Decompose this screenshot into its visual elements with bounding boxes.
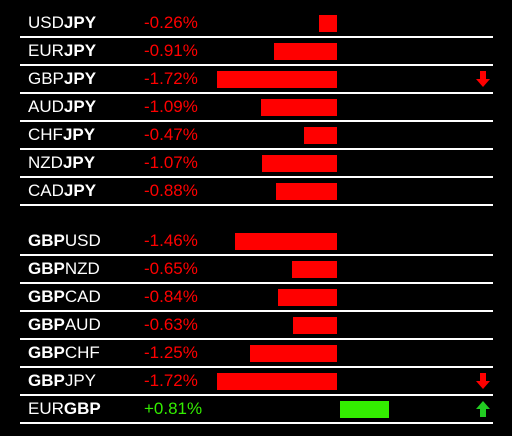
negative-strength-bar (276, 183, 337, 200)
currency-pair-row: AUDJPY -1.09% (20, 94, 493, 122)
arrow-down-icon (476, 71, 490, 87)
percent-change: -1.72% (144, 69, 198, 88)
currency-pair-row: GBPJPY -1.72% (20, 368, 493, 396)
quote-currency: JPY (63, 69, 97, 88)
percent-change: -0.26% (144, 13, 198, 32)
base-currency: GBP (28, 343, 65, 362)
base-currency: GBP (28, 287, 65, 306)
quote-currency: GBP (63, 399, 101, 418)
base-currency: AUD (28, 97, 64, 116)
quote-currency: NZD (64, 259, 100, 278)
base-currency: CHF (28, 125, 63, 144)
negative-strength-bar (217, 71, 337, 88)
currency-pair-row: GBPUSD -1.46% (20, 228, 493, 256)
base-currency: CAD (28, 181, 64, 200)
negative-strength-bar (217, 373, 337, 390)
quote-currency: JPY (63, 97, 97, 116)
currency-pair-row: USDJPY -0.26% (20, 10, 493, 38)
percent-change: -0.88% (144, 181, 198, 200)
negative-strength-bar (274, 43, 337, 60)
currency-pair-row: GBPNZD -0.65% (20, 256, 493, 284)
negative-strength-bar (304, 127, 337, 144)
currency-pair-row: EURJPY -0.91% (20, 38, 493, 66)
positive-strength-bar (340, 401, 389, 418)
negative-strength-bar (293, 317, 337, 334)
percent-change: -0.63% (144, 315, 198, 334)
base-currency: NZD (28, 153, 63, 172)
percent-change: -1.46% (144, 231, 198, 250)
currency-pair-row: GBPCAD -0.84% (20, 284, 493, 312)
base-currency: GBP (28, 315, 65, 334)
base-currency: EUR (28, 399, 64, 418)
base-currency: GBP (28, 69, 64, 88)
base-currency: GBP (28, 231, 65, 250)
percent-change: -0.47% (144, 125, 198, 144)
quote-currency: JPY (62, 153, 96, 172)
pair-label: GBPCHF (28, 343, 100, 363)
quote-currency: CHF (64, 343, 100, 362)
negative-strength-bar (292, 261, 337, 278)
pair-label: GBPJPY (28, 371, 96, 391)
pair-label: GBPAUD (28, 315, 101, 335)
percent-change: -0.65% (144, 259, 198, 278)
pair-label: GBPUSD (28, 231, 101, 251)
quote-currency: USD (64, 231, 101, 250)
percent-change: -1.07% (144, 153, 198, 172)
base-currency: GBP (28, 259, 65, 278)
quote-currency: JPY (63, 181, 97, 200)
pair-label: GBPCAD (28, 287, 101, 307)
arrow-up-icon (476, 401, 490, 417)
percent-change: -1.25% (144, 343, 198, 362)
currency-pair-row: GBPAUD -0.63% (20, 312, 493, 340)
currency-pair-row: CHFJPY -0.47% (20, 122, 493, 150)
percent-change: -0.84% (144, 287, 198, 306)
base-currency: GBP (28, 371, 65, 390)
negative-strength-bar (278, 289, 337, 306)
base-currency: EUR (28, 41, 64, 60)
percent-change: -1.09% (144, 97, 198, 116)
negative-strength-bar (319, 15, 337, 32)
negative-strength-bar (262, 155, 337, 172)
currency-pair-row: EURGBP +0.81% (20, 396, 493, 424)
jpy-pairs-table: USDJPY -0.26% EURJPY -0.91% GBPJPY -1.72% AUDJ… (20, 10, 493, 206)
pair-label: EURGBP (28, 399, 101, 419)
pair-label: EURJPY (28, 41, 96, 61)
arrow-down-icon (476, 373, 490, 389)
pair-label: USDJPY (28, 13, 96, 33)
pair-label: GBPJPY (28, 69, 96, 89)
percent-change: -1.72% (144, 371, 198, 390)
quote-currency: JPY (64, 371, 97, 390)
pair-label: CHFJPY (28, 125, 95, 145)
negative-strength-bar (261, 99, 337, 116)
quote-currency: JPY (62, 125, 96, 144)
negative-strength-bar (235, 233, 337, 250)
pair-label: GBPNZD (28, 259, 100, 279)
base-currency: USD (28, 13, 64, 32)
quote-currency: CAD (64, 287, 101, 306)
currency-pair-row: GBPJPY -1.72% (20, 66, 493, 94)
pair-label: AUDJPY (28, 97, 96, 117)
pair-label: NZDJPY (28, 153, 95, 173)
quote-currency: JPY (63, 13, 97, 32)
quote-currency: JPY (63, 41, 97, 60)
currency-pair-row: CADJPY -0.88% (20, 178, 493, 206)
quote-currency: AUD (64, 315, 101, 334)
currency-pair-row: NZDJPY -1.07% (20, 150, 493, 178)
percent-change: +0.81% (144, 399, 203, 418)
negative-strength-bar (250, 345, 337, 362)
currency-pair-row: GBPCHF -1.25% (20, 340, 493, 368)
percent-change: -0.91% (144, 41, 198, 60)
gbp-pairs-table: GBPUSD -1.46% GBPNZD -0.65% GBPCAD -0.84% GBPA… (20, 228, 493, 424)
pair-label: CADJPY (28, 181, 96, 201)
